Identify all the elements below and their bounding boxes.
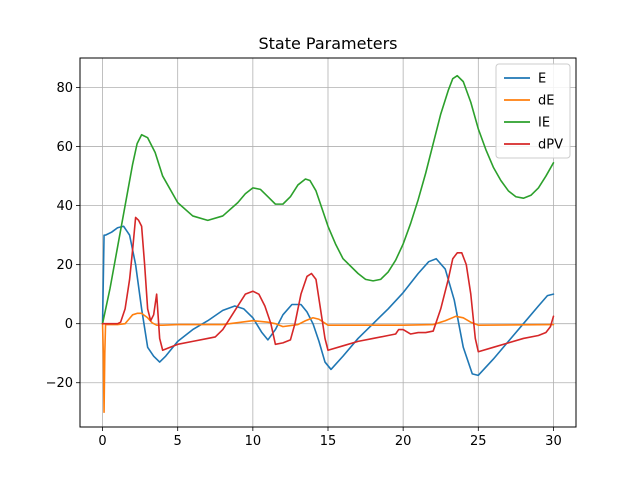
series-line-ie — [101, 74, 555, 325]
x-tick-label: 25 — [470, 434, 487, 449]
series-line-dpv — [101, 216, 555, 353]
legend-label-dpv: dPV — [538, 138, 563, 153]
y-tick-label: −20 — [46, 376, 73, 391]
x-tick-label: 10 — [245, 434, 262, 449]
x-tick-label: 20 — [395, 434, 412, 449]
series-line-e — [101, 225, 555, 377]
y-tick-label: 80 — [56, 81, 73, 96]
x-tick-label: 0 — [98, 434, 106, 449]
y-axis: −20 0 20 40 60 80 — [46, 81, 80, 391]
series-line-de — [101, 312, 555, 414]
y-tick-label: 60 — [56, 140, 73, 155]
legend-label-ie: IE — [538, 116, 550, 131]
chart-title: State Parameters — [258, 34, 397, 53]
y-tick-label: 0 — [65, 317, 73, 332]
series-layer — [101, 74, 555, 414]
x-tick-label: 15 — [320, 434, 337, 449]
legend-label-de: dE — [538, 94, 554, 109]
grid — [80, 58, 576, 427]
y-tick-label: 20 — [56, 258, 73, 273]
legend: EdE IE dPV — [495, 63, 571, 159]
y-tick-label: 40 — [56, 199, 73, 214]
x-axis: 0 5 10 15 20 25 30 — [98, 427, 562, 449]
x-tick-label: 30 — [545, 434, 562, 449]
legend-box — [495, 63, 571, 159]
x-tick-label: 5 — [174, 434, 182, 449]
legend-label-e: E — [538, 72, 546, 87]
